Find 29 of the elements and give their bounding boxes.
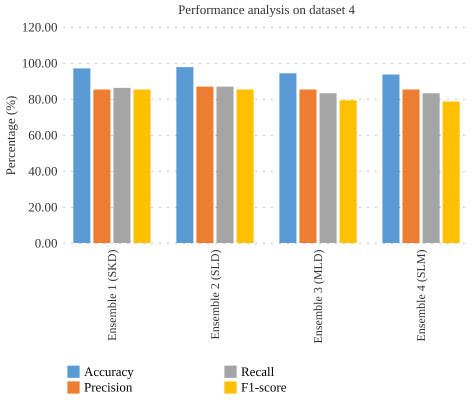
bar [196, 86, 214, 243]
legend-label: Accuracy [84, 364, 134, 379]
legend-label: Recall [241, 364, 275, 379]
bar [299, 89, 317, 243]
bar [134, 89, 151, 243]
y-tick-label: 80.00 [28, 92, 58, 106]
bar [176, 67, 194, 243]
x-tick-label: Ensemble 2 (SLD) [208, 250, 222, 340]
x-tick-label: Ensemble 1 (SKD) [104, 250, 119, 341]
bar [340, 100, 357, 243]
chart-title: Performance analysis on dataset 4 [178, 2, 356, 17]
legend-label: Precision [84, 380, 133, 394]
y-axis-title: Percentage (%) [2, 96, 18, 176]
legend-label: F1-score [241, 380, 287, 394]
bar [382, 74, 400, 243]
y-tick-label: 20.00 [28, 200, 58, 214]
x-tick-label: Ensemble 3 (MLD) [311, 250, 326, 344]
bar [402, 89, 420, 243]
bar [279, 73, 296, 243]
bar [73, 68, 90, 243]
bar [236, 89, 254, 243]
y-tick-label: 40.00 [28, 164, 58, 178]
y-tick-label: 120.00 [22, 20, 58, 34]
bar [442, 102, 460, 243]
bar [93, 89, 110, 243]
y-tick-label: 60.00 [28, 128, 58, 142]
y-tick-label: 100.00 [22, 56, 58, 70]
y-tick-label: 0.00 [34, 236, 58, 250]
x-tick-label: Ensemble 4 (SLM) [414, 250, 428, 342]
